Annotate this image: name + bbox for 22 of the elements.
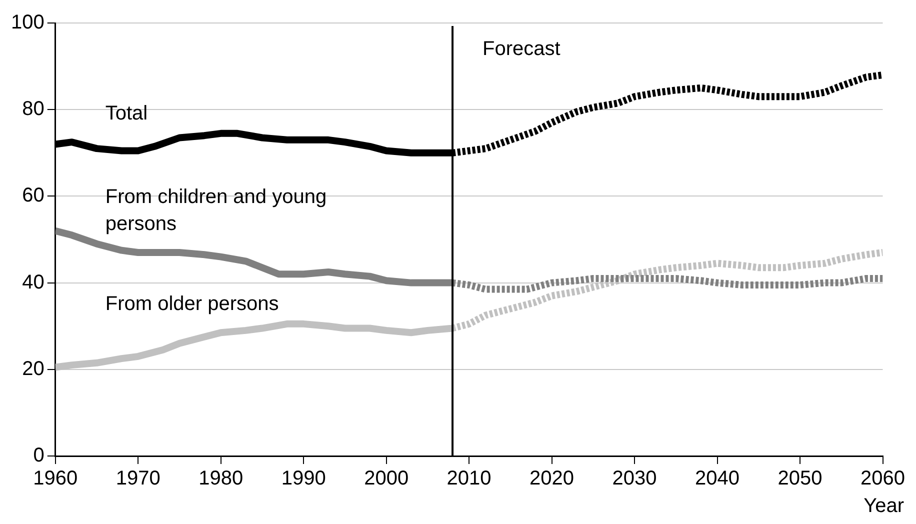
- x-tick-label: 2030: [612, 468, 657, 490]
- x-axis-title: Year: [864, 495, 904, 517]
- series-label: From older persons: [105, 292, 279, 315]
- x-tick-label: 2040: [695, 468, 740, 490]
- series-label: Total: [105, 102, 148, 124]
- x-tick-label: 2060: [860, 468, 906, 490]
- x-tick-label: 2000: [364, 468, 409, 490]
- x-tick-label: 1960: [33, 468, 78, 490]
- x-tick-label: 2020: [530, 468, 574, 490]
- ref-line-label: Forecast: [482, 38, 561, 60]
- y-tick-label: 60: [22, 184, 44, 207]
- x-tick-label: 1970: [116, 468, 160, 490]
- y-tick-label: 0: [33, 444, 44, 467]
- series-label: From children and young persons: [105, 186, 327, 235]
- x-tick-label: 2010: [446, 468, 492, 490]
- y-tick-label: 80: [22, 98, 44, 120]
- y-tick-label: 20: [22, 358, 44, 380]
- x-tick-label: 1980: [198, 468, 244, 490]
- y-tick-label: 100: [10, 12, 44, 34]
- x-tick-label: 1990: [281, 468, 326, 490]
- y-tick-label: 40: [22, 271, 44, 294]
- x-tick-label: 2050: [778, 468, 822, 490]
